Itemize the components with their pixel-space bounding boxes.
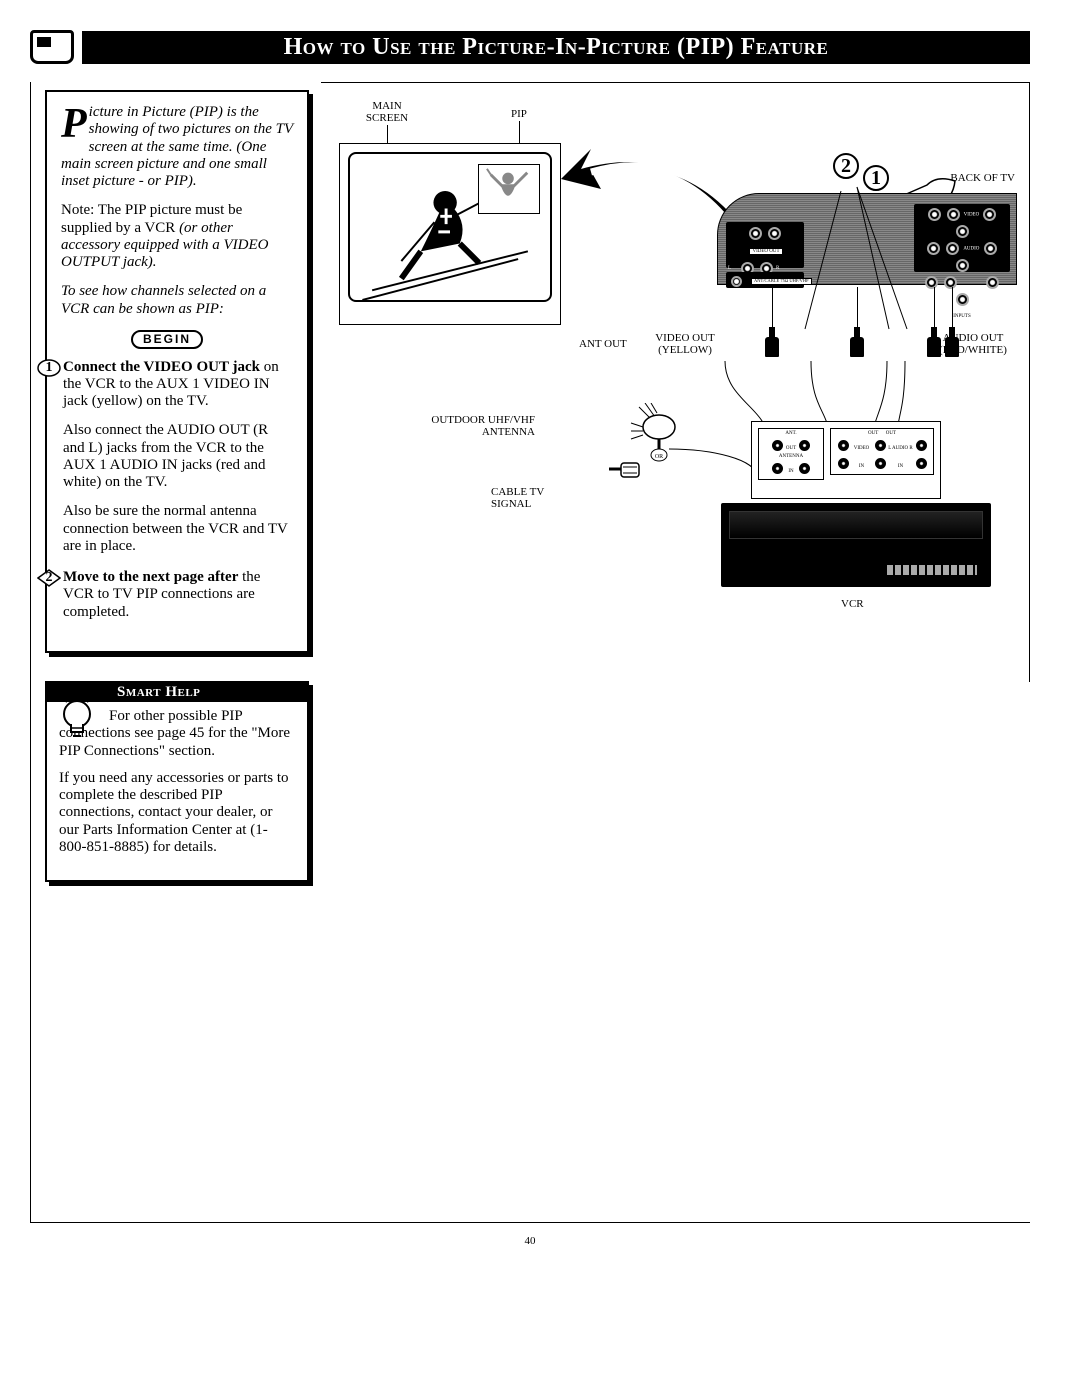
cable-connector-icon <box>607 455 647 485</box>
callout-2: 2 <box>833 153 859 179</box>
intro-lead: icture in Picture (PIP) is the showing o… <box>61 104 293 189</box>
label-main-screen: MAIN SCREEN <box>357 101 417 124</box>
page-number: 40 <box>30 1235 1030 1247</box>
label-antenna: OUTDOOR UHF/VHF ANTENNA <box>415 415 535 438</box>
vcr-illustration <box>721 503 991 587</box>
label-pip: PIP <box>511 109 527 121</box>
dropcap: P <box>61 104 89 140</box>
lightbulb-icon <box>55 688 99 740</box>
smart-help-body: For other possible PIP connections see p… <box>47 702 307 880</box>
step-1: 1 Connect the VIDEO OUT jack on the VCR … <box>61 359 293 556</box>
intro-paragraph: P icture in Picture (PIP) is the showing… <box>61 104 293 190</box>
vcr-back-panel: ANT. OUT ANTENNA IN OUT OUT VIDEOL AUDIO… <box>751 421 941 499</box>
page-title: How to Use the Picture-In-Picture (PIP) … <box>82 31 1030 64</box>
step-1-extra1: Also connect the AUDIO OUT (R and L) jac… <box>63 422 293 491</box>
pip-inset <box>478 164 540 214</box>
page-body: P icture in Picture (PIP) is the showing… <box>30 82 1030 1223</box>
svg-text:OR: OR <box>655 454 663 460</box>
antenna-splitter: OR <box>629 403 679 463</box>
intro-box: P icture in Picture (PIP) is the showing… <box>45 90 309 653</box>
begin-label: BEGIN <box>131 330 203 349</box>
left-column: P icture in Picture (PIP) is the showing… <box>31 82 321 882</box>
step-2-marker: 2 <box>37 569 61 587</box>
step-1-extra2: Also be sure the normal antenna connecti… <box>63 503 293 555</box>
step-2: 2 Move to the next page after the VCR to… <box>61 569 293 621</box>
curved-arrow <box>561 139 741 229</box>
label-audio-out: AUDIO OUT (RED/WHITE) <box>933 333 1013 356</box>
step-1-marker: 1 <box>37 359 61 377</box>
page-header: How to Use the Picture-In-Picture (PIP) … <box>30 30 1030 64</box>
step-2-text: Move to the next page after the VCR to T… <box>63 569 293 621</box>
callout-lines <box>749 183 969 343</box>
tv-icon <box>30 30 74 64</box>
label-video-out: VIDEO OUT (YELLOW) <box>647 333 723 356</box>
label-vcr: VCR <box>841 599 864 611</box>
conductor-illustration <box>479 165 539 213</box>
tv-front-illustration <box>339 143 561 325</box>
intro-to-see: To see how channels selected on a VCR ca… <box>61 283 293 318</box>
label-ant-out: ANT OUT <box>579 339 627 351</box>
label-cable-tv: CABLE TV SIGNAL <box>491 487 561 510</box>
smart-help-box: Smart Help For other possible PIP connec… <box>45 681 309 882</box>
step-1-text: Connect the VIDEO OUT jack on the VCR to… <box>63 359 293 411</box>
smart-help-p2: If you need any accessories or parts to … <box>59 770 295 856</box>
intro-note: Note: The PIP picture must be supplied b… <box>61 202 293 271</box>
connection-diagram: MAIN SCREEN PIP <box>321 82 1030 682</box>
